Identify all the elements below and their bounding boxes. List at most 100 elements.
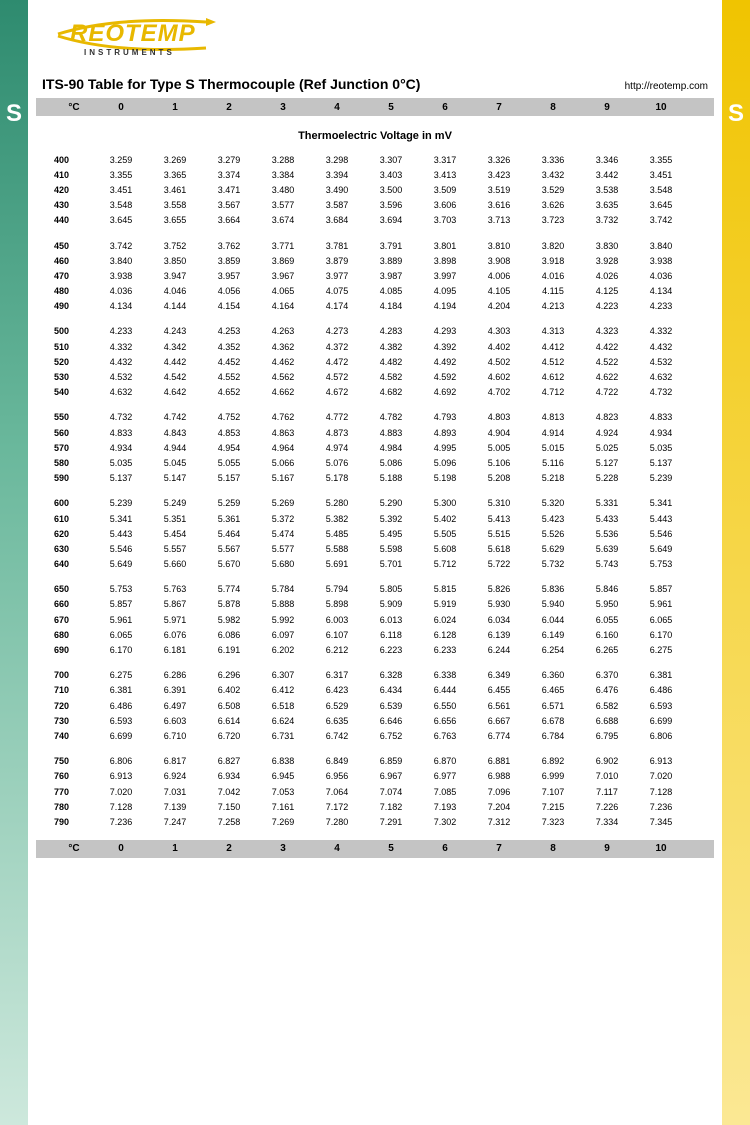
page-title: ITS-90 Table for Type S Thermocouple (Re…: [42, 76, 420, 92]
cell-value: 7.236: [634, 802, 688, 812]
cell-value: 6.624: [256, 716, 310, 726]
row-temp: 490: [36, 301, 94, 311]
cell-value: 3.869: [256, 256, 310, 266]
cell-value: 5.588: [310, 544, 364, 554]
cell-value: 4.732: [634, 387, 688, 397]
cell-value: 3.298: [310, 155, 364, 165]
header-col-10: 10: [634, 102, 688, 113]
cell-value: 4.602: [472, 372, 526, 382]
cell-value: 3.713: [472, 215, 526, 225]
table-row: 7006.2756.2866.2966.3076.3176.3286.3386.…: [36, 668, 714, 683]
cell-value: 4.243: [148, 326, 202, 336]
cell-value: 5.909: [364, 599, 418, 609]
header-col-7: 7: [472, 843, 526, 854]
cell-value: 6.752: [364, 731, 418, 741]
cell-value: 6.892: [526, 756, 580, 766]
table-row: 5604.8334.8434.8534.8634.8734.8834.8934.…: [36, 425, 714, 440]
row-temp: 430: [36, 200, 94, 210]
cell-value: 4.964: [256, 443, 310, 453]
cell-value: 3.538: [580, 185, 634, 195]
cell-value: 4.095: [418, 286, 472, 296]
cell-value: 5.178: [310, 473, 364, 483]
cell-value: 6.614: [202, 716, 256, 726]
cell-value: 5.382: [310, 514, 364, 524]
cell-value: 3.288: [256, 155, 310, 165]
cell-value: 4.026: [580, 271, 634, 281]
cell-value: 4.253: [202, 326, 256, 336]
cell-value: 4.752: [202, 412, 256, 422]
table-row: 4203.4513.4613.4713.4803.4903.5003.5093.…: [36, 182, 714, 197]
cell-value: 6.571: [526, 701, 580, 711]
header-col-4: 4: [310, 102, 364, 113]
cell-value: 5.208: [472, 473, 526, 483]
row-temp: 460: [36, 256, 94, 266]
row-temp: 560: [36, 428, 94, 438]
table-row: 4703.9383.9473.9573.9673.9773.9873.9974.…: [36, 268, 714, 283]
cell-value: 6.550: [418, 701, 472, 711]
row-temp: 520: [36, 357, 94, 367]
cell-value: 6.212: [310, 645, 364, 655]
cell-value: 6.720: [202, 731, 256, 741]
header-col-10: 10: [634, 843, 688, 854]
cell-value: 4.362: [256, 342, 310, 352]
cell-value: 3.879: [310, 256, 364, 266]
cell-value: 4.164: [256, 301, 310, 311]
table-row: 6605.8575.8675.8785.8885.8985.9095.9195.…: [36, 597, 714, 612]
table-row: 5104.3324.3424.3524.3624.3724.3824.3924.…: [36, 339, 714, 354]
cell-value: 6.034: [472, 615, 526, 625]
header-col-6: 6: [418, 102, 472, 113]
cell-value: 3.742: [94, 241, 148, 251]
table-row: 5905.1375.1475.1575.1675.1785.1885.1985.…: [36, 471, 714, 486]
cell-value: 5.660: [148, 559, 202, 569]
logo-sub: INSTRUMENTS: [84, 48, 175, 57]
cell-value: 4.984: [364, 443, 418, 453]
cell-value: 6.286: [148, 670, 202, 680]
cell-value: 4.432: [94, 357, 148, 367]
cell-value: 5.898: [310, 599, 364, 609]
cell-value: 6.913: [634, 756, 688, 766]
cell-value: 5.443: [634, 514, 688, 524]
cell-value: 6.097: [256, 630, 310, 640]
cell-value: 3.859: [202, 256, 256, 266]
cell-value: 6.086: [202, 630, 256, 640]
cell-value: 4.115: [526, 286, 580, 296]
cell-value: 5.392: [364, 514, 418, 524]
cell-value: 7.042: [202, 787, 256, 797]
cell-value: 5.763: [148, 584, 202, 594]
table-row: 4904.1344.1444.1544.1644.1744.1844.1944.…: [36, 299, 714, 314]
cell-value: 7.323: [526, 817, 580, 827]
cell-value: 5.618: [472, 544, 526, 554]
table-row: 6205.4435.4545.4645.4745.4855.4955.5055.…: [36, 526, 714, 541]
cell-value: 3.820: [526, 241, 580, 251]
cell-value: 5.413: [472, 514, 526, 524]
header-col-1: 1: [148, 843, 202, 854]
row-temp: 600: [36, 498, 94, 508]
cell-value: 5.474: [256, 529, 310, 539]
cell-value: 4.934: [634, 428, 688, 438]
row-temp: 610: [36, 514, 94, 524]
cell-value: 5.608: [418, 544, 472, 554]
cell-value: 3.938: [634, 256, 688, 266]
cell-value: 7.053: [256, 787, 310, 797]
cell-value: 5.341: [634, 498, 688, 508]
cell-value: 3.889: [364, 256, 418, 266]
cell-value: 4.492: [418, 357, 472, 367]
row-temp: 770: [36, 787, 94, 797]
cell-value: 6.296: [202, 670, 256, 680]
cell-value: 5.127: [580, 458, 634, 468]
cell-value: 4.944: [148, 443, 202, 453]
cell-value: 3.616: [472, 200, 526, 210]
cell-value: 4.134: [94, 301, 148, 311]
table-row: 5004.2334.2434.2534.2634.2734.2834.2934.…: [36, 324, 714, 339]
cell-value: 4.762: [256, 412, 310, 422]
cell-value: 3.596: [364, 200, 418, 210]
cell-value: 3.947: [148, 271, 202, 281]
row-temp: 440: [36, 215, 94, 225]
cell-value: 7.161: [256, 802, 310, 812]
cell-value: 5.722: [472, 559, 526, 569]
cell-value: 5.712: [418, 559, 472, 569]
cell-value: 6.838: [256, 756, 310, 766]
cell-value: 5.331: [580, 498, 634, 508]
cell-value: 4.562: [256, 372, 310, 382]
cell-value: 7.096: [472, 787, 526, 797]
